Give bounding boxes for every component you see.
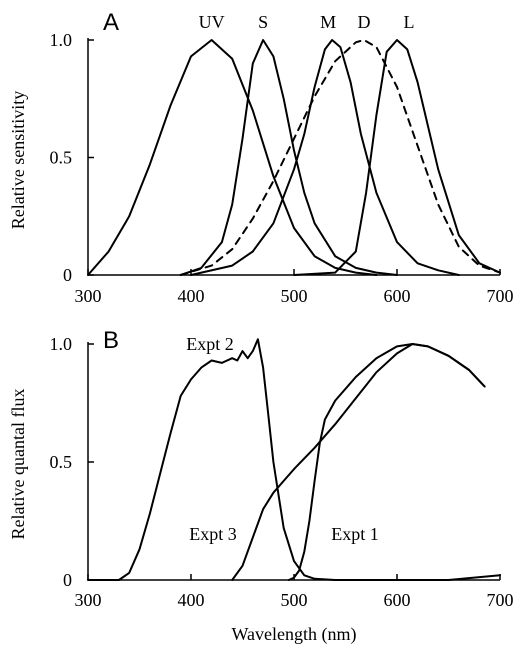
x-tick-label: 300 — [75, 286, 102, 306]
x-axis-label: Wavelength (nm) — [231, 624, 356, 645]
x-tick-label: 700 — [487, 286, 514, 306]
x-tick-label: 400 — [178, 286, 205, 306]
x-tick-label: 600 — [384, 590, 411, 610]
x-tick-label: 600 — [384, 286, 411, 306]
panel-b-y-axis-label: Relative quantal flux — [8, 389, 28, 540]
y-tick-label: 1.0 — [50, 334, 73, 354]
series-line-l — [293, 39, 501, 276]
series-line-d — [179, 39, 501, 276]
panel-a-label: A — [103, 9, 119, 36]
curve-label-l: L — [404, 12, 415, 32]
series-line-uv — [87, 39, 378, 276]
panel-a-curve-labels: UV S M D L — [199, 12, 415, 32]
series-line-expt-3 — [231, 343, 486, 581]
panel-b-curve-labels: Expt 2 Expt 3 Expt 1 — [186, 334, 379, 544]
panel-b-label: B — [103, 327, 119, 354]
y-tick-label: 0.5 — [50, 452, 73, 472]
y-tick-label: 0 — [63, 570, 72, 590]
curve-label-m: M — [320, 12, 336, 32]
y-tick-label: 0 — [63, 265, 72, 285]
curve-label-uv: UV — [199, 12, 225, 32]
panel-a-axes: 300 400 500 600 700 0 0.5 1.0 — [50, 30, 514, 306]
panel-a: A Relative sensitivity 300 400 500 600 700 0 0… — [8, 9, 514, 306]
y-tick-label: 0.5 — [50, 148, 73, 168]
x-tick-label: 700 — [487, 590, 514, 610]
curve-label-s: S — [258, 12, 268, 32]
panel-a-y-axis-label: Relative sensitivity — [8, 91, 28, 229]
x-tick-label: 300 — [75, 590, 102, 610]
curve-label-expt-1: Expt 1 — [331, 524, 379, 544]
curve-label-expt-2: Expt 2 — [186, 334, 234, 354]
panel-b-axes: 300 400 500 600 700 0 0.5 1.0 — [50, 334, 514, 610]
y-tick-label: 1.0 — [50, 30, 73, 50]
series-line-expt-1 — [287, 343, 486, 581]
x-tick-label: 500 — [281, 590, 308, 610]
x-tick-label: 500 — [281, 286, 308, 306]
series-line-m — [190, 39, 460, 276]
series-line-s — [179, 39, 398, 276]
curve-label-expt-3: Expt 3 — [189, 524, 237, 544]
series-line-expt-2 — [87, 338, 501, 581]
panel-a-series — [87, 39, 501, 276]
x-tick-label: 400 — [178, 590, 205, 610]
panel-b: B Relative quantal flux 300 400 500 600 700 0… — [8, 327, 514, 645]
panel-b-series — [87, 338, 501, 581]
curve-label-d: D — [358, 12, 371, 32]
